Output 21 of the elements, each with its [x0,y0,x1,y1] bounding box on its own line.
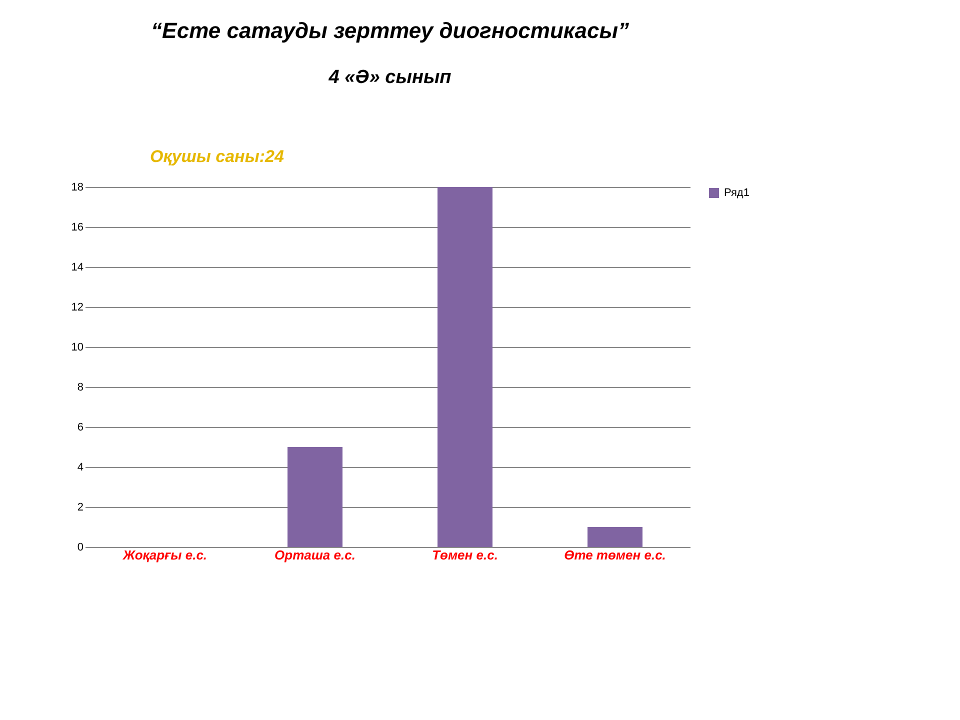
y-tick-label: 2 [77,502,84,514]
legend-label: Ряд1 [724,187,750,199]
x-tick-label: Орташа е.с. [274,548,356,562]
y-tick-label: 16 [71,222,84,234]
y-tick-label: 14 [71,262,84,274]
y-tick-label: 0 [77,542,84,554]
bar [588,527,642,547]
y-tick-label: 6 [77,422,84,434]
text: Оқушы саны:24 [150,147,284,166]
y-tick-label: 12 [71,302,84,314]
x-tick-label: Жоқарғы е.с. [122,548,208,562]
y-tick-label: 4 [77,462,84,474]
chart-title: “Есте сатауды зерттеу диогностикасы” [150,18,630,43]
bar [438,187,492,547]
x-tick-label: Өте төмен е.с. [564,548,666,562]
chart-subtitle: 4 «Ә» сынып [328,67,452,88]
y-tick-label: 18 [71,182,84,194]
bar [288,447,342,547]
y-tick-label: 8 [77,382,84,394]
x-tick-label: Төмен е.с. [432,548,498,562]
y-tick-label: 10 [71,342,84,354]
